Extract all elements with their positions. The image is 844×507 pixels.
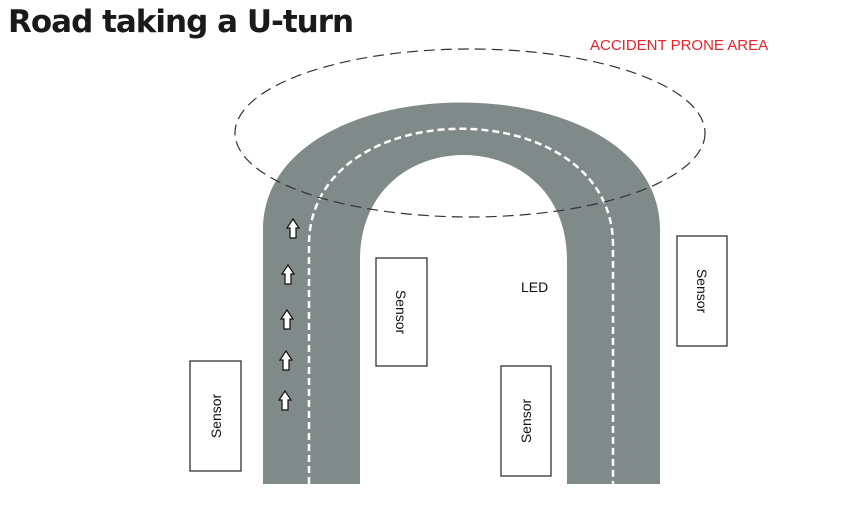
sensor-label: Sensor xyxy=(518,398,534,443)
u-turn-road xyxy=(263,102,660,484)
sensor-label: Sensor xyxy=(694,269,710,314)
accident-prone-area-label: ACCIDENT PRONE AREA xyxy=(590,37,769,54)
sensor-left-bottom: Sensor xyxy=(189,360,242,472)
accident-prone-zone xyxy=(234,48,706,218)
page-title: Road taking a U-turn xyxy=(8,4,354,40)
direction-arrows xyxy=(277,217,301,411)
up-arrow-icon xyxy=(280,263,296,285)
sensor-right: Sensor xyxy=(676,235,728,347)
sensor-inner-right: Sensor xyxy=(500,365,552,477)
lane-divider xyxy=(307,127,615,484)
up-arrow-icon xyxy=(285,217,301,239)
sensor-label: Sensor xyxy=(393,290,409,335)
sensor-label: Sensor xyxy=(208,393,224,438)
up-arrow-icon xyxy=(278,349,294,371)
up-arrow-icon xyxy=(277,389,293,411)
led-label: LED xyxy=(521,279,549,295)
up-arrow-icon xyxy=(279,308,295,330)
sensor-inner-left: Sensor xyxy=(375,257,428,367)
